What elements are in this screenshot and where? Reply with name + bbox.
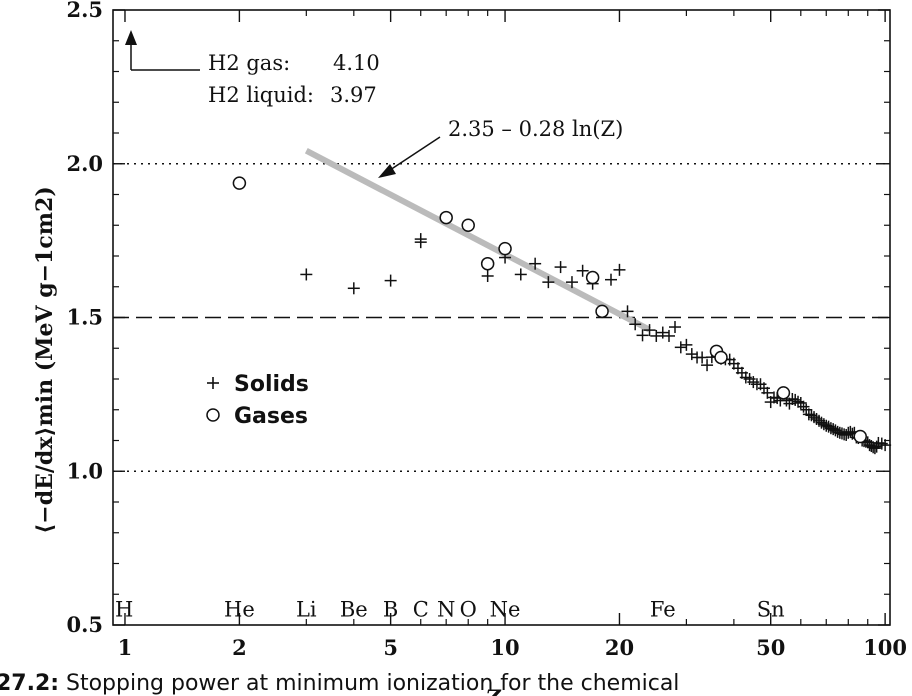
- solid-point: [797, 400, 810, 413]
- solid-point: [414, 233, 427, 246]
- solid-point: [529, 257, 542, 270]
- h2-liquid-value: 3.97: [330, 83, 377, 107]
- x-tick-label: 2: [232, 635, 247, 660]
- element-label-n: N: [437, 598, 455, 622]
- caption-prefix: 27.2:: [0, 671, 59, 696]
- y-axis-label: ⟨−dE/dx⟩min (MeV g−1cm2): [32, 186, 58, 534]
- solid-point: [576, 264, 589, 277]
- y-tick-label: 0.5: [66, 612, 103, 637]
- h2-gas-label: H2 gas:: [208, 51, 290, 75]
- solid-point: [680, 338, 693, 351]
- solid-point: [636, 329, 649, 342]
- element-label-h: H: [115, 598, 133, 622]
- solid-point: [542, 276, 555, 289]
- solid-point: [643, 324, 656, 337]
- legend-gases-label: Gases: [234, 404, 308, 429]
- solid-point: [792, 395, 805, 408]
- h2-gas-value: 4.10: [333, 51, 380, 75]
- fit-line-group: [304, 148, 651, 333]
- h2-arrow-head: [125, 30, 137, 45]
- solid-point: [347, 282, 360, 295]
- h2-annotation: H2 gas: 4.10 H2 liquid: 3.97: [125, 30, 380, 107]
- solid-point: [613, 263, 626, 276]
- solid-point: [650, 329, 663, 342]
- element-label-be: Be: [340, 598, 368, 622]
- element-label-he: He: [224, 598, 255, 622]
- solid-point: [802, 408, 815, 421]
- data-points: [232, 176, 892, 455]
- element-label-sn: Sn: [757, 598, 785, 622]
- solid-point: [662, 329, 675, 342]
- legend-gases-marker: [206, 408, 220, 422]
- gas-point: [585, 270, 600, 285]
- legend-solids-label: Solids: [234, 372, 309, 397]
- solid-point: [761, 386, 774, 399]
- element-label-o: O: [460, 598, 477, 622]
- solid-point: [514, 268, 527, 281]
- solid-point: [481, 269, 494, 282]
- fit-annotation-arrow-shaft: [389, 136, 441, 171]
- solid-point: [629, 318, 642, 331]
- x-tick-label: 1: [118, 635, 133, 660]
- solid-point: [674, 341, 687, 354]
- y-tick-label: 2.0: [66, 151, 103, 176]
- x-tick-label: 20: [605, 635, 634, 660]
- gas-point: [232, 176, 247, 190]
- gas-point: [714, 350, 728, 365]
- figure-caption: 27.2: Stopping power at minimum ionizati…: [0, 671, 679, 696]
- solid-point: [701, 359, 714, 372]
- solid-point: [565, 276, 578, 289]
- y-tick-label: 1.0: [66, 458, 103, 483]
- gas-point: [776, 386, 791, 400]
- gas-point: [480, 256, 495, 271]
- h2-liquid-label: H2 liquid:: [208, 83, 314, 107]
- element-label-li: Li: [296, 598, 317, 622]
- solid-point: [815, 416, 828, 429]
- solid-point: [685, 348, 698, 361]
- solid-point: [554, 261, 567, 274]
- solid-point: [786, 392, 799, 405]
- solid-point: [300, 268, 313, 281]
- element-label-ne: Ne: [490, 598, 521, 622]
- x-tick-label: 5: [383, 635, 398, 660]
- x-tick-label: 50: [756, 635, 785, 660]
- element-label-fe: Fe: [650, 598, 676, 622]
- element-label-c: C: [413, 598, 429, 622]
- y-tick-label: 1.5: [66, 305, 103, 330]
- gas-point: [461, 218, 475, 232]
- solid-point: [789, 393, 802, 406]
- solid-point: [384, 274, 397, 287]
- gas-point: [498, 241, 512, 256]
- solid-point: [656, 326, 669, 339]
- gas-point: [439, 210, 453, 225]
- legend: Solids Gases: [206, 372, 309, 429]
- y-tick-label: 2.5: [66, 0, 103, 22]
- element-label-b: B: [383, 598, 398, 622]
- solid-point: [669, 321, 682, 334]
- fit-annotation: 2.35 – 0.28 ln(Z): [378, 117, 623, 178]
- fit-line: [304, 148, 651, 333]
- caption-text: Stopping power at minimum ionization for…: [66, 671, 679, 696]
- x-tick-label: 10: [490, 635, 519, 660]
- fit-annotation-arrow-head: [378, 164, 396, 178]
- x-axis-label: Z: [484, 685, 501, 696]
- solid-point: [621, 305, 634, 318]
- gas-point: [595, 304, 609, 319]
- x-tick-label: 100: [863, 635, 907, 660]
- element-labels: H He Li Be B C N O Ne Fe Sn: [115, 598, 785, 622]
- gas-point: [853, 429, 867, 444]
- axis-ticks: 0.5 1.0 1.5 2.0 2.5 1 2 5 10 20 50 100: [66, 0, 907, 660]
- solid-point: [879, 439, 892, 452]
- reference-lines: [113, 163, 890, 472]
- solid-point: [604, 273, 617, 286]
- fit-annotation-label: 2.35 – 0.28 ln(Z): [448, 117, 623, 141]
